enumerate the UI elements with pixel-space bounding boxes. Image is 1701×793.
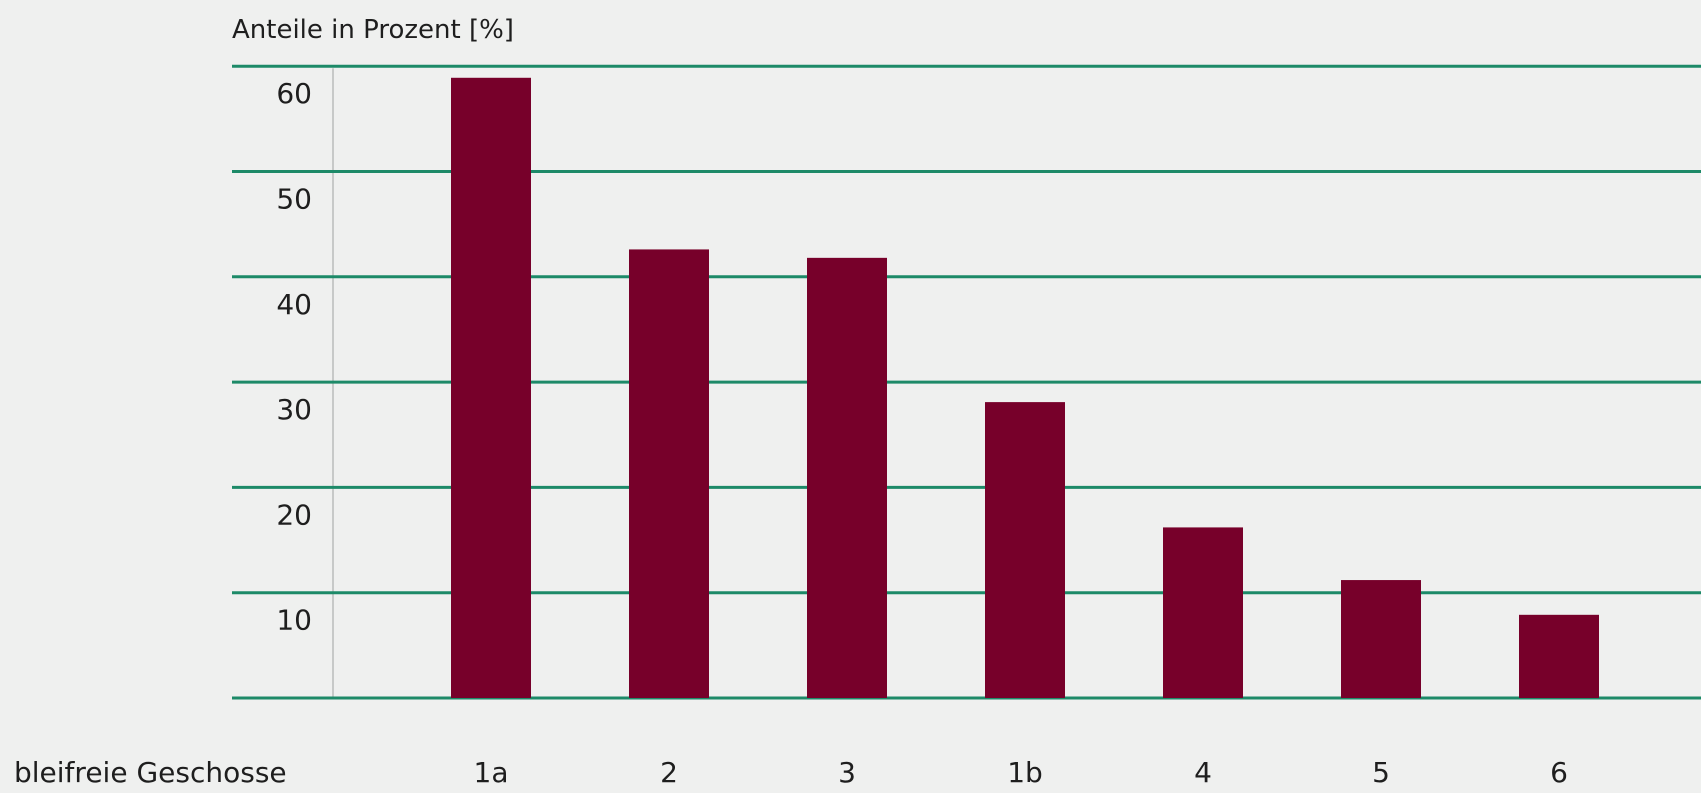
x-category-label: 1b — [1007, 756, 1043, 789]
y-axis-title: Anteile in Prozent [%] — [232, 15, 514, 45]
y-tick-labels: 10 20 30 40 50 60 — [276, 77, 312, 637]
y-tick-label: 40 — [276, 288, 312, 321]
y-tick-label: 60 — [276, 77, 312, 110]
bars — [451, 77, 1599, 698]
bar-1a — [451, 77, 531, 698]
x-axis-title: bleifreie Geschosse — [14, 756, 287, 789]
bar-3 — [807, 257, 887, 698]
bar-6 — [1519, 614, 1599, 698]
x-category-label: 3 — [838, 756, 856, 789]
x-category-label: 5 — [1372, 756, 1390, 789]
y-tick-label: 30 — [276, 393, 312, 426]
bar-5 — [1341, 580, 1421, 698]
x-category-labels: 1a 2 3 1b 4 5 6 — [474, 756, 1568, 789]
x-category-label: 1a — [474, 756, 509, 789]
x-category-label: 2 — [660, 756, 678, 789]
y-tick-label: 50 — [276, 183, 312, 216]
x-category-label: 6 — [1550, 756, 1568, 789]
y-tick-label: 20 — [276, 498, 312, 531]
bar-1b — [985, 402, 1065, 698]
x-category-label: 4 — [1194, 756, 1212, 789]
bar-4 — [1163, 527, 1243, 698]
y-tick-label: 10 — [276, 604, 312, 637]
bar-2 — [629, 249, 709, 698]
